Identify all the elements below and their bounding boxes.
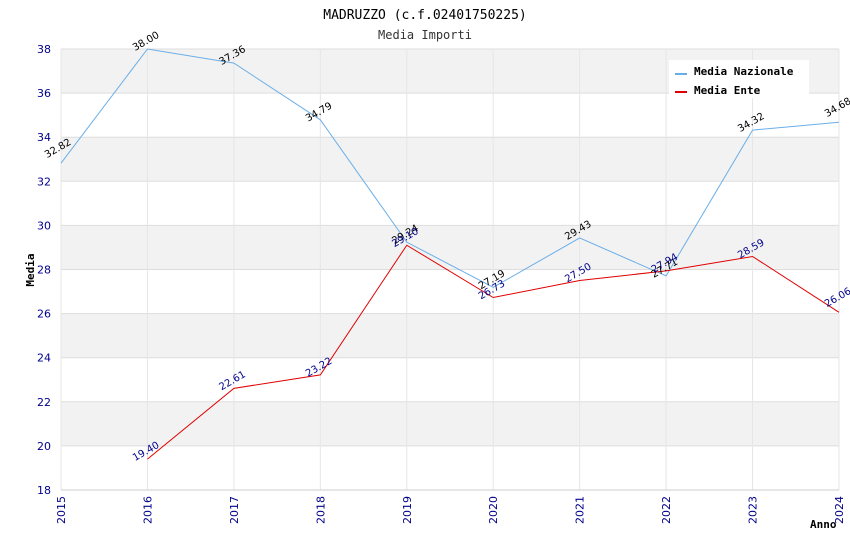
x-axis-ticks: 2015 2016 2017 2018 2019 2020 2021 2022 2023 2024: [55, 496, 846, 524]
x-tick-label: 2021: [574, 496, 587, 524]
x-tick-label: 2022: [660, 496, 673, 524]
grid-band: [61, 269, 839, 314]
x-tick-label: 2018: [314, 496, 327, 524]
legend-label-media-ente: Media Ente: [694, 84, 761, 97]
y-axis-ticks: 18 20 22 24 26 28 30 32 34 36 38: [37, 43, 51, 497]
x-tick-label: 2016: [141, 496, 154, 524]
y-axis-title: Media: [24, 253, 37, 286]
legend-box: [669, 60, 809, 98]
x-tick-label: 2015: [55, 496, 68, 524]
y-tick-label: 24: [37, 352, 51, 365]
grid-band: [61, 445, 839, 490]
chart-title: MADRUZZO (c.f.02401750225): [323, 8, 527, 23]
y-tick-label: 30: [37, 219, 51, 232]
grid-bands: [61, 49, 839, 490]
y-tick-label: 36: [37, 87, 51, 100]
y-tick-label: 22: [37, 396, 51, 409]
y-tick-label: 38: [37, 43, 51, 56]
chart-subtitle: Media Importi: [378, 28, 472, 42]
grid-band: [61, 225, 839, 270]
y-tick-label: 26: [37, 308, 51, 321]
grid-band: [61, 313, 839, 358]
grid-band: [61, 181, 839, 226]
grid-band: [61, 357, 839, 402]
grid-band: [61, 401, 839, 446]
y-tick-label: 34: [37, 131, 51, 144]
y-tick-label: 18: [37, 484, 51, 497]
y-tick-label: 20: [37, 440, 51, 453]
series-lines: [60, 48, 840, 460]
series-line-1: [147, 244, 840, 460]
x-tick-label: 2019: [401, 496, 414, 524]
x-tick-label: 2024: [833, 496, 846, 524]
legend: Media Nazionale Media Ente: [669, 60, 809, 98]
grid-band: [61, 137, 839, 182]
grid-band: [61, 93, 839, 138]
x-tick-label: 2017: [228, 496, 241, 524]
grid-lines: [60, 48, 840, 491]
series-line-0: [60, 48, 840, 288]
x-tick-label: 2023: [747, 496, 760, 524]
legend-label-media-nazionale: Media Nazionale: [694, 65, 794, 78]
y-tick-label: 32: [37, 175, 51, 188]
x-axis-title: Anno: [810, 518, 837, 531]
x-tick-label: 2020: [487, 496, 500, 524]
y-tick-label: 28: [37, 264, 51, 277]
